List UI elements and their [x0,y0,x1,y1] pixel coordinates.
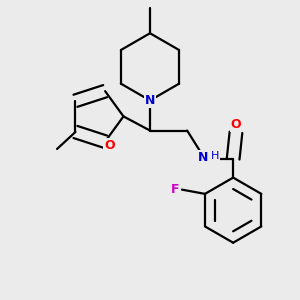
Text: F: F [171,183,180,196]
Text: O: O [104,140,115,152]
Text: N: N [145,94,155,107]
Text: N: N [198,151,208,164]
Text: O: O [231,118,241,131]
Text: H: H [211,151,219,161]
